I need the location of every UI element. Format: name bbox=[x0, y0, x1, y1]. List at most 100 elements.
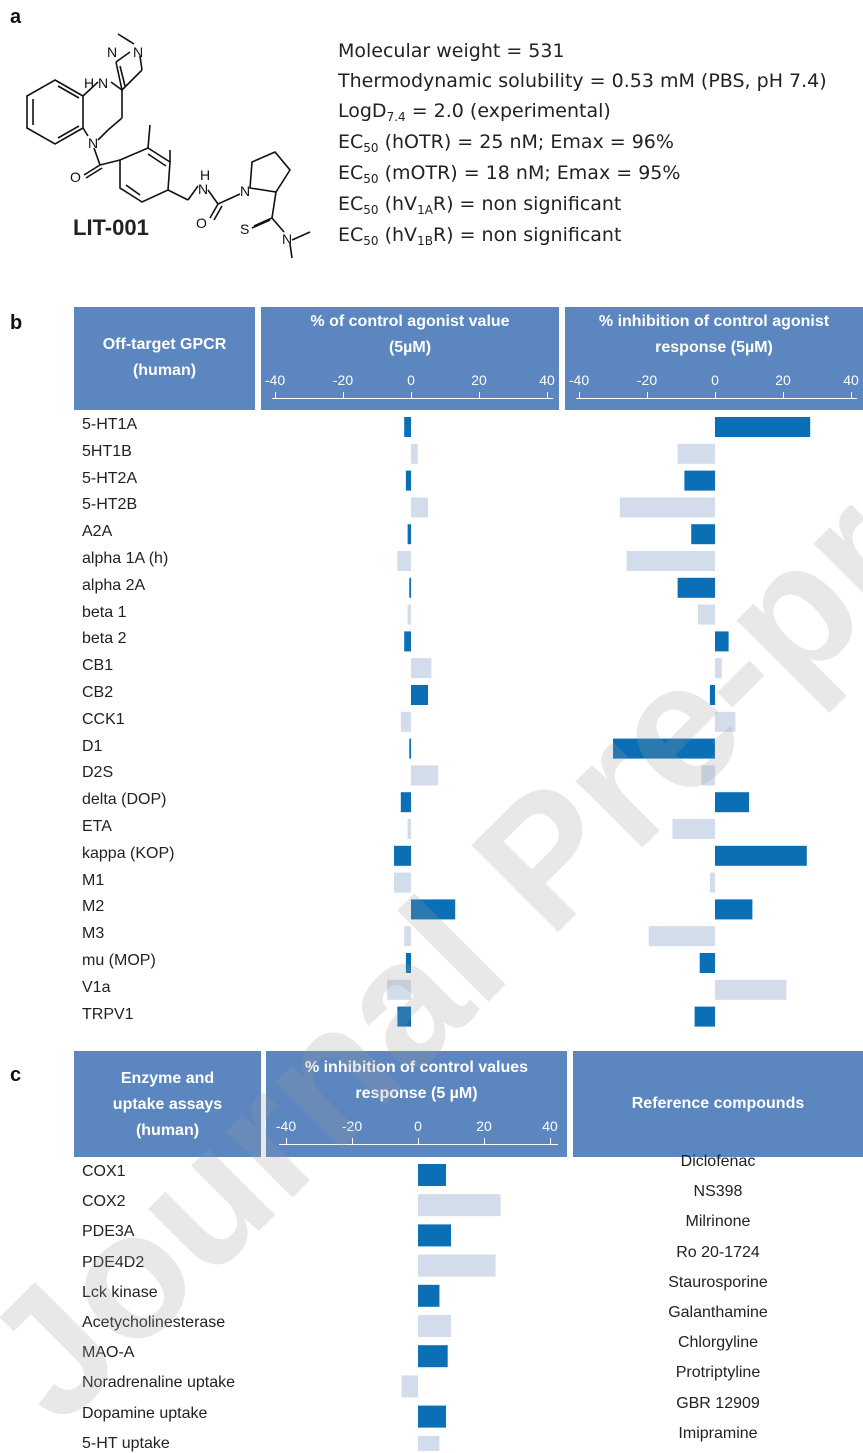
bar-5-ht1a bbox=[715, 417, 811, 437]
bar-m2 bbox=[715, 899, 753, 920]
assay-label: PDE4D2 bbox=[82, 1253, 145, 1271]
gpcr-label: beta 1 bbox=[82, 603, 127, 621]
panel-b-header-antagonist: % inhibition of control agonist response… bbox=[565, 307, 863, 410]
x-axis-tick bbox=[579, 392, 580, 398]
gpcr-label: alpha 2A bbox=[82, 576, 146, 594]
bar-beta-2 bbox=[715, 631, 729, 652]
atom-label: H bbox=[200, 167, 210, 183]
bar-a2a bbox=[691, 524, 715, 545]
bar-alpha-2a bbox=[677, 577, 715, 598]
gpcr-label: M2 bbox=[82, 898, 105, 916]
assay-label: 5-HT uptake bbox=[82, 1434, 170, 1452]
gpcr-label: CB2 bbox=[82, 684, 114, 701]
assay-label: MAO-A bbox=[82, 1344, 135, 1362]
atom-label: N bbox=[240, 183, 250, 199]
reference-compound: Ro 20-1724 bbox=[676, 1243, 760, 1261]
bar-trpv1 bbox=[397, 1006, 411, 1027]
bar-cox1 bbox=[418, 1164, 447, 1186]
panel-b-header-agonist: % of control agonist value (5µM) bbox=[261, 307, 559, 410]
x-axis-tick bbox=[547, 392, 548, 398]
x-axis-line bbox=[576, 398, 857, 399]
compound-name: LIT-001 bbox=[73, 215, 149, 240]
atom-label: H bbox=[84, 75, 94, 91]
property-line: Molecular weight = 531 bbox=[338, 40, 565, 62]
x-tick-label: 0 bbox=[407, 372, 415, 388]
property-line: EC50 (hOTR) = 25 nM; Emax = 96% bbox=[338, 131, 674, 155]
x-tick-label: -40 bbox=[275, 1118, 297, 1134]
gpcr-label: V1a bbox=[82, 978, 111, 996]
bar-5-ht2b bbox=[619, 497, 715, 518]
gpcr-label: M1 bbox=[82, 871, 105, 889]
property-line: EC50 (hV1AR) = non significant bbox=[338, 193, 622, 217]
property-line: Thermodynamic solubility = 0.53 mM (PBS,… bbox=[338, 70, 827, 92]
x-axis-tick bbox=[411, 392, 412, 398]
bar-lck-kinase bbox=[418, 1284, 440, 1307]
x-axis-tick bbox=[715, 392, 716, 398]
x-axis-tick bbox=[851, 392, 852, 398]
gpcr-label: 5-HT1A bbox=[82, 416, 138, 433]
x-axis-line bbox=[272, 398, 553, 399]
bar-d1 bbox=[409, 738, 411, 759]
x-axis-tick bbox=[352, 1138, 353, 1144]
x-axis-tick bbox=[783, 392, 784, 398]
gpcr-label: CCK1 bbox=[82, 710, 125, 728]
atom-label: N bbox=[198, 181, 208, 197]
x-axis-tick bbox=[647, 392, 648, 398]
x-axis-tick bbox=[275, 392, 276, 398]
x-axis-tick bbox=[418, 1138, 419, 1144]
bar-pde3a bbox=[418, 1224, 451, 1247]
bar-acetycholinesterase bbox=[418, 1315, 451, 1337]
panel-b-header-target: Off-target GPCR (human) bbox=[74, 307, 255, 410]
x-axis-tick bbox=[484, 1138, 485, 1144]
assay-label: Dopamine uptake bbox=[82, 1404, 208, 1422]
bar-5-ht2a bbox=[684, 470, 715, 491]
panel-c-header-reference: Reference compounds bbox=[573, 1051, 863, 1157]
gpcr-label: CB1 bbox=[82, 657, 114, 675]
bar-v1a bbox=[715, 979, 787, 1000]
gpcr-label: ETA bbox=[82, 818, 112, 835]
bar-alpha-1a-(h) bbox=[397, 551, 411, 571]
bar-trpv1 bbox=[694, 1006, 715, 1027]
atom-label: N bbox=[282, 231, 292, 247]
x-tick-label: 20 bbox=[775, 372, 791, 388]
bar-d2s bbox=[411, 765, 439, 786]
bar-v1a bbox=[387, 979, 411, 1000]
assay-label: COX2 bbox=[82, 1193, 126, 1211]
bar-cb1 bbox=[715, 658, 722, 679]
bar-mao-a bbox=[418, 1345, 448, 1368]
reference-compound: GBR 12909 bbox=[676, 1394, 760, 1412]
x-tick-label: -20 bbox=[332, 372, 354, 388]
x-tick-label: 20 bbox=[471, 372, 487, 388]
gpcr-label: alpha 1A (h) bbox=[82, 550, 169, 567]
bar-cb1 bbox=[411, 658, 432, 679]
bar-eta bbox=[672, 819, 715, 839]
bar-5-ht-uptake bbox=[418, 1435, 440, 1451]
x-tick-label: 20 bbox=[476, 1118, 492, 1134]
bar-d2s bbox=[701, 765, 715, 786]
reference-compound: Staurosporine bbox=[668, 1273, 768, 1291]
bar-noradrenaline-uptake bbox=[401, 1375, 418, 1398]
bar-dopamine-uptake bbox=[418, 1405, 447, 1428]
atom-label: N bbox=[88, 135, 98, 151]
assay-label: PDE3A bbox=[82, 1223, 135, 1241]
bar-m2 bbox=[411, 899, 456, 920]
gpcr-label: kappa (KOP) bbox=[82, 844, 175, 862]
property-line: LogD7.4 = 2.0 (experimental) bbox=[338, 100, 611, 124]
x-axis-tick bbox=[286, 1138, 287, 1144]
x-axis-tick bbox=[550, 1138, 551, 1144]
reference-compound: Diclofenac bbox=[680, 1153, 756, 1170]
assay-label: Lck kinase bbox=[82, 1283, 158, 1301]
gpcr-label: M3 bbox=[82, 925, 105, 943]
x-axis-tick bbox=[343, 392, 344, 398]
bar-mu-(mop) bbox=[405, 953, 411, 973]
property-line: EC50 (mOTR) = 18 nM; Emax = 95% bbox=[338, 162, 681, 186]
reference-compound: Chlorgyline bbox=[677, 1334, 759, 1352]
bar-delta-(dop) bbox=[400, 792, 411, 813]
x-axis-tick bbox=[479, 392, 480, 398]
x-tick-label: 40 bbox=[542, 1118, 558, 1134]
bar-eta bbox=[407, 819, 411, 839]
bar-5-ht2a bbox=[405, 470, 411, 491]
x-tick-label: -40 bbox=[264, 372, 286, 388]
atom-label: O bbox=[196, 215, 207, 231]
